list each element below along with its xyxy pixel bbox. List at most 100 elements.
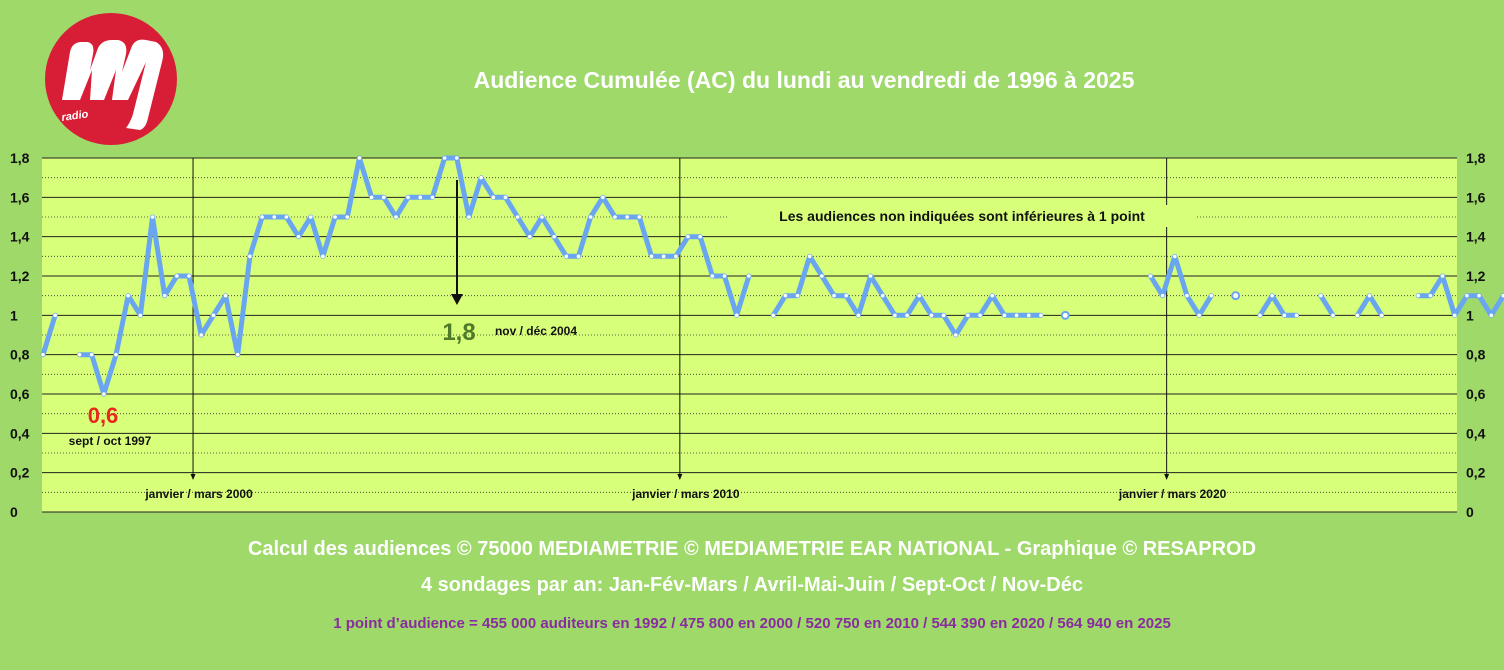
data-point bbox=[747, 274, 751, 278]
data-point bbox=[1331, 313, 1335, 318]
data-point bbox=[832, 293, 836, 298]
data-point bbox=[248, 254, 252, 259]
data-point bbox=[1282, 313, 1287, 318]
min-period-label: sept / oct 1997 bbox=[69, 434, 152, 448]
y-tick-label-right: 1,4 bbox=[1466, 229, 1486, 245]
y-tick-label-right: 0,2 bbox=[1466, 465, 1486, 481]
data-point bbox=[515, 215, 520, 219]
chart-title: Audience Cumulée (AC) du lundi au vendre… bbox=[474, 67, 1135, 93]
y-tick-label-left: 1 bbox=[10, 307, 18, 323]
data-point bbox=[686, 234, 690, 239]
y-tick-label-right: 1,8 bbox=[1466, 150, 1486, 166]
data-point bbox=[661, 254, 666, 259]
grid bbox=[42, 157, 1457, 513]
data-point bbox=[491, 195, 496, 200]
y-axis-left: 0 0,2 0,4 0,6 0,8 1 1,2 1,4 1,6 1,8 bbox=[10, 150, 30, 520]
y-axis-right: 0 0,2 0,4 0,6 0,8 1 1,2 1,4 1,6 1,8 bbox=[1466, 150, 1486, 520]
data-point bbox=[41, 352, 45, 357]
data-point bbox=[150, 215, 155, 219]
period-marker-arrow bbox=[190, 474, 196, 480]
data-point bbox=[126, 293, 130, 298]
data-point bbox=[722, 274, 727, 278]
series-line-segment bbox=[1148, 253, 1214, 318]
note-text: Les audiences non indiquées sont inférie… bbox=[779, 208, 1145, 224]
data-point bbox=[576, 254, 581, 259]
data-point bbox=[260, 215, 264, 219]
data-point bbox=[649, 254, 654, 259]
data-point bbox=[588, 215, 593, 219]
max-arrow-head bbox=[451, 294, 463, 305]
data-point bbox=[1294, 313, 1299, 318]
data-point bbox=[102, 392, 106, 396]
data-point bbox=[1489, 313, 1494, 318]
footer-survey-info: 4 sondages par an: Jan-Fév-Mars / Avril-… bbox=[420, 574, 1083, 596]
data-point bbox=[540, 215, 544, 219]
data-point bbox=[235, 352, 240, 357]
data-point bbox=[467, 215, 471, 219]
max-period-label: nov / déc 2004 bbox=[495, 324, 577, 338]
y-tick-label-left: 0,6 bbox=[10, 386, 30, 402]
data-point bbox=[138, 313, 143, 318]
data-point bbox=[1367, 293, 1372, 298]
y-tick-label-left: 1,6 bbox=[10, 189, 30, 205]
data-point bbox=[564, 254, 569, 259]
data-point bbox=[1465, 293, 1469, 298]
y-tick-label-left: 1,8 bbox=[10, 150, 30, 166]
data-point bbox=[978, 313, 982, 318]
data-point bbox=[321, 254, 325, 259]
period-markers: janvier / mars 2000 janvier / mars 2010 ja… bbox=[144, 158, 1227, 501]
data-point bbox=[783, 293, 788, 298]
y-tick-label-left: 1,2 bbox=[10, 268, 30, 284]
data-point bbox=[625, 215, 629, 219]
series-line-segment bbox=[77, 155, 752, 397]
data-point bbox=[820, 274, 824, 278]
data-point bbox=[674, 254, 678, 259]
footer-credits: Calcul des audiences © 75000 MEDIAMETRIE… bbox=[247, 538, 1257, 560]
data-point bbox=[1160, 293, 1165, 298]
data-point bbox=[941, 313, 946, 318]
data-point bbox=[1231, 291, 1241, 301]
series-line-segment bbox=[1415, 273, 1504, 318]
data-point bbox=[357, 156, 362, 160]
data-points bbox=[41, 156, 1504, 396]
data-point bbox=[856, 313, 861, 318]
period-marker-label: janvier / mars 2010 bbox=[631, 487, 740, 501]
y-tick-label-left: 0 bbox=[10, 504, 18, 520]
data-point bbox=[1026, 313, 1031, 318]
data-point bbox=[77, 352, 82, 357]
data-point bbox=[162, 293, 167, 298]
data-point bbox=[1148, 274, 1153, 278]
data-point bbox=[710, 274, 715, 278]
y-tick-label-right: 1,6 bbox=[1466, 189, 1486, 205]
data-point bbox=[479, 175, 483, 180]
data-point bbox=[1440, 274, 1445, 278]
period-marker-label: janvier / mars 2020 bbox=[1118, 487, 1227, 501]
data-point bbox=[1197, 313, 1201, 318]
data-point bbox=[734, 313, 739, 318]
data-point bbox=[868, 274, 873, 278]
data-point bbox=[406, 195, 410, 200]
data-point bbox=[284, 215, 289, 219]
min-value-label: 0,6 bbox=[88, 403, 119, 428]
data-point bbox=[601, 195, 605, 200]
data-point bbox=[308, 215, 313, 219]
data-point bbox=[929, 313, 934, 318]
data-point bbox=[430, 195, 435, 200]
period-marker-label: janvier / mars 2000 bbox=[144, 487, 253, 501]
data-point bbox=[637, 215, 642, 219]
data-point bbox=[381, 195, 386, 200]
data-point bbox=[1258, 313, 1262, 318]
data-point bbox=[223, 293, 228, 298]
data-point bbox=[345, 215, 350, 219]
y-tick-label-right: 0,4 bbox=[1466, 425, 1486, 441]
y-tick-label-left: 0,8 bbox=[10, 347, 30, 363]
data-point bbox=[89, 352, 94, 357]
data-point bbox=[296, 234, 301, 239]
data-point bbox=[795, 293, 800, 298]
m-radio-logo: radio bbox=[45, 13, 177, 145]
data-point bbox=[528, 234, 532, 239]
data-point bbox=[844, 293, 849, 298]
data-point bbox=[1428, 293, 1433, 298]
logo-text: radio bbox=[61, 108, 90, 124]
